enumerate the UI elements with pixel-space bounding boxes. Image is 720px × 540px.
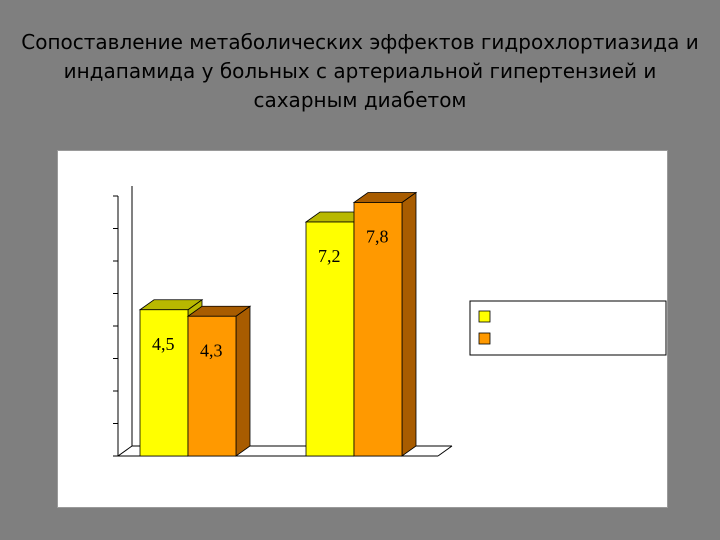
y-tick-label: 6: [80, 251, 89, 270]
bar: [305, 221, 355, 457]
data-label: 7,8: [366, 227, 389, 247]
legend-label: Гидрохлортиазид: [498, 309, 621, 325]
chart-legend: Гидрохлортиазид Индапамид: [469, 300, 667, 356]
data-label: 4,5: [152, 334, 175, 354]
data-label: 4,3: [200, 340, 223, 360]
title-line-1: Сопоставление метаболических эффектов ги…: [21, 30, 699, 54]
slide-title: Сопоставление метаболических эффектов ги…: [20, 28, 700, 115]
bar-side: [235, 305, 251, 457]
y-tick-label: 7: [80, 219, 89, 238]
bar-chart: 0 1 2 3 4 5 6 7 8 4,5 4,3 7,2 7,8 K+(p<0,01) HbA1 (p…: [80, 186, 667, 499]
chart-bars: 4,5 4,3 7,2 7,8: [138, 191, 418, 457]
x-category-label: HbA1 (p<0,01): [287, 478, 398, 499]
axis-floor-edge: [437, 445, 453, 457]
title-line-3: сахарным диабетом: [253, 88, 467, 112]
y-tick-label: 0: [80, 446, 89, 465]
title-line-2: индапамида у больных с артериальной гипе…: [63, 59, 657, 83]
legend-box: [469, 300, 667, 356]
bar-side: [401, 191, 417, 457]
x-category-label: K+(p<0,01): [148, 478, 234, 499]
y-axis-ticks: 0 1 2 3 4 5 6 7 8: [80, 186, 118, 465]
x-axis-categories: K+(p<0,01) HbA1 (p<0,01): [148, 478, 398, 499]
bar: [353, 202, 403, 457]
y-tick-label: 3: [80, 349, 89, 368]
bar: [187, 315, 237, 457]
legend-label: Индапамид: [498, 331, 577, 347]
legend-swatch: [478, 310, 491, 323]
bar: [139, 309, 189, 457]
legend-swatch: [478, 332, 491, 345]
y-tick-label: 4: [80, 316, 89, 335]
y-tick-label: 5: [80, 284, 89, 303]
data-label: 7,2: [318, 246, 341, 266]
y-tick-label: 2: [80, 381, 89, 400]
chart-area: 0 1 2 3 4 5 6 7 8 4,5 4,3 7,2 7,8 K+(p<0,01) HbA1 (p…: [57, 150, 668, 508]
y-tick-label: 1: [80, 414, 89, 433]
y-tick-label: 8: [80, 186, 89, 205]
